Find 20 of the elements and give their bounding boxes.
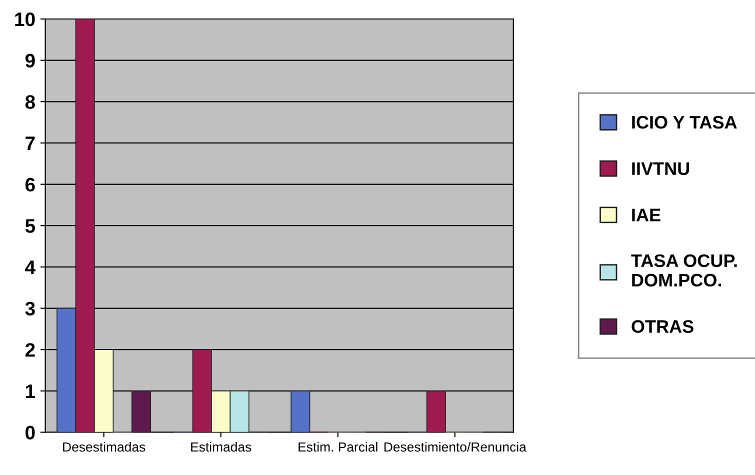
legend-label: IIVTNU bbox=[632, 162, 690, 176]
y-tick-label: 8 bbox=[25, 95, 35, 109]
legend-label: OTRAS bbox=[632, 320, 694, 333]
x-tick-label: Estimadas bbox=[191, 442, 252, 452]
x-tick-label: Desestimiento/Renuncia bbox=[384, 442, 526, 452]
legend-label: IAE bbox=[632, 208, 660, 222]
y-tick-label: 3 bbox=[25, 302, 35, 316]
x-tick-label: Estim. Parcial bbox=[298, 442, 378, 452]
y-tick-label: 1 bbox=[26, 384, 36, 398]
legend-label: TASA OCUP. DOM.PCO. bbox=[631, 254, 737, 287]
y-tick-label: 9 bbox=[25, 54, 35, 68]
y-tick-label: 10 bbox=[15, 12, 35, 26]
legend-label: ICIO Y TASA bbox=[632, 116, 737, 129]
y-tick-label: 7 bbox=[26, 136, 35, 150]
y-tick-label: 5 bbox=[25, 219, 36, 233]
y-tick-label: 6 bbox=[25, 178, 35, 192]
x-tick-label: Desestimadas bbox=[63, 442, 146, 452]
y-tick-label: 4 bbox=[25, 260, 36, 274]
y-tick-label: 0 bbox=[26, 426, 35, 440]
y-tick-label: 2 bbox=[25, 343, 35, 357]
